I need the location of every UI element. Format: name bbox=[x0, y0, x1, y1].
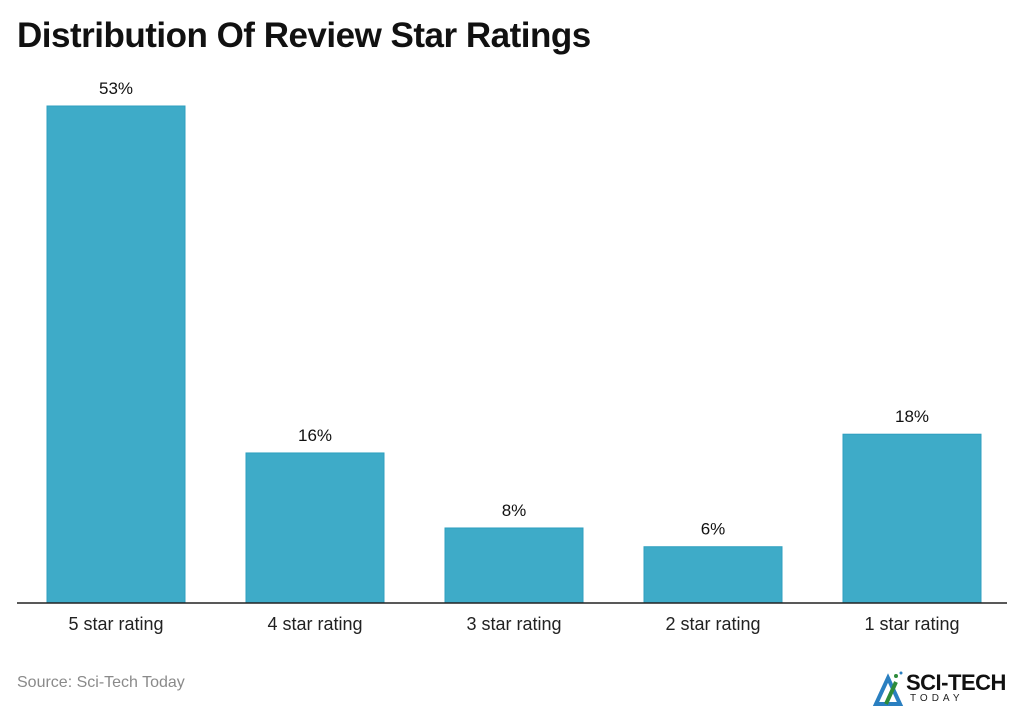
data-label: 16% bbox=[298, 426, 332, 445]
bar bbox=[444, 527, 584, 604]
data-label: 53% bbox=[99, 79, 133, 98]
bar-chart: 53% 5 star rating 16% 4 star rating 8% 3 star… bbox=[17, 79, 1007, 634]
category-label: 5 star rating bbox=[68, 614, 163, 634]
category-label: 2 star rating bbox=[665, 614, 760, 634]
chart-title: Distribution Of Review Star Ratings bbox=[17, 16, 591, 55]
sci-tech-today-logo: SCI-TECH TODAY bbox=[872, 668, 1022, 708]
data-label: 8% bbox=[502, 501, 527, 520]
category-label: 4 star rating bbox=[267, 614, 362, 634]
data-label: 18% bbox=[895, 407, 929, 426]
category-label: 1 star rating bbox=[864, 614, 959, 634]
logo-mark-icon bbox=[872, 671, 904, 706]
logo-subtext: TODAY bbox=[910, 693, 964, 704]
category-label: 3 star rating bbox=[466, 614, 561, 634]
bar bbox=[46, 105, 186, 604]
source-note: Source: Sci-Tech Today bbox=[17, 674, 185, 691]
bar bbox=[842, 433, 982, 604]
bar bbox=[245, 452, 385, 604]
data-label: 6% bbox=[701, 520, 726, 539]
bar bbox=[643, 546, 783, 604]
logo-text: SCI-TECH bbox=[906, 670, 1006, 695]
